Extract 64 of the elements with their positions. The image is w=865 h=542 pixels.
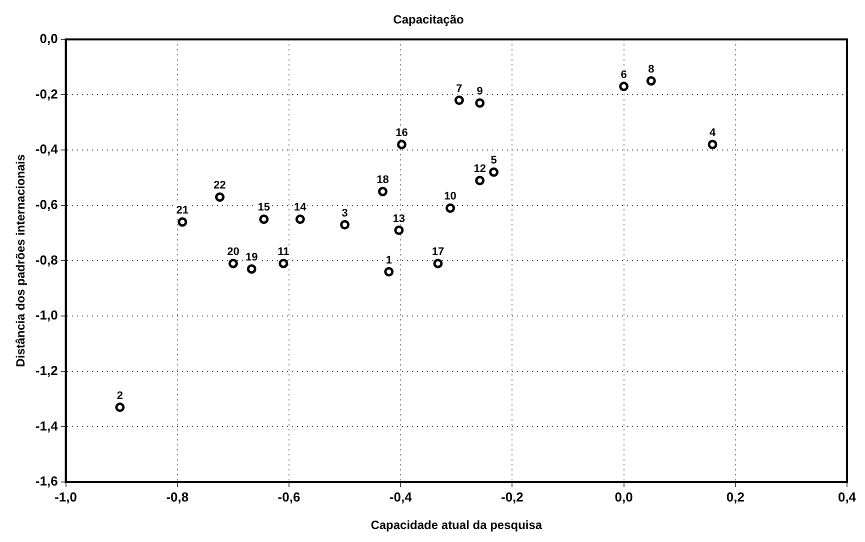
y-tick-label: -1,6	[35, 474, 58, 489]
annotation: 13	[392, 212, 406, 225]
point	[475, 98, 485, 108]
x-axis-title: Capacidade atual da pesquisa	[370, 518, 542, 532]
point	[278, 258, 288, 268]
point	[228, 258, 238, 268]
annotation: 5	[490, 154, 497, 167]
y-tick-label: 0,0	[40, 30, 58, 46]
annotation: 22	[214, 180, 226, 192]
annotation: 18	[376, 174, 389, 186]
annotation: 9	[476, 86, 483, 98]
point	[295, 214, 305, 224]
point	[646, 76, 656, 86]
annotation: 6	[620, 68, 627, 81]
point	[475, 176, 485, 186]
point	[433, 258, 443, 268]
point	[394, 226, 404, 236]
point	[489, 167, 499, 177]
annotation: 16	[396, 127, 408, 140]
point	[454, 96, 464, 106]
point	[446, 203, 456, 213]
point	[378, 186, 388, 196]
annotation: 15	[258, 202, 270, 214]
annotation: 7	[456, 82, 462, 95]
y-tick-label: -0,6	[35, 196, 58, 212]
point	[115, 402, 125, 412]
x-tick-label: -1,0	[54, 489, 78, 504]
annotation: 21	[176, 204, 189, 217]
point	[708, 140, 718, 150]
x-tick-label: -0,8	[166, 489, 189, 504]
annotation: 12	[474, 163, 486, 176]
point	[215, 192, 225, 202]
annotation: 14	[294, 202, 308, 214]
point	[246, 264, 256, 274]
point	[619, 82, 629, 92]
x-tick-label: 0,0	[614, 489, 633, 504]
annotation: 2	[116, 390, 123, 402]
annotation: 17	[432, 246, 444, 258]
y-tick-label: -1,4	[35, 418, 59, 434]
y-tick-label: -1,0	[35, 308, 58, 323]
annotation: 20	[227, 246, 240, 258]
x-tick-label: -0,2	[500, 489, 524, 504]
x-tick-label: -0,4	[389, 489, 413, 504]
annotation: 3	[342, 207, 348, 220]
x-tick-label: 0,4	[838, 489, 857, 504]
y-tick-label: -0,8	[35, 252, 58, 268]
annotation: 11	[278, 246, 290, 258]
y-axis-title: Distância dos padrões internacionais	[14, 154, 28, 368]
chart-title: Capacitação	[393, 12, 464, 27]
y-tick-label: -0,4	[35, 142, 59, 157]
x-tick-label: 0,2	[726, 489, 744, 504]
y-tick-label: -0,2	[35, 86, 58, 102]
x-tick-label: -0,6	[278, 489, 300, 504]
annotation: 10	[444, 190, 456, 203]
point	[178, 217, 188, 227]
y-tick-label: -1,2	[35, 362, 58, 378]
point	[259, 214, 269, 224]
annotation: 1	[386, 254, 392, 266]
annotation: 4	[709, 127, 716, 140]
point	[340, 220, 350, 230]
annotation: 19	[245, 252, 258, 264]
annotation: 8	[648, 63, 654, 76]
point	[384, 267, 394, 277]
point	[396, 140, 406, 150]
